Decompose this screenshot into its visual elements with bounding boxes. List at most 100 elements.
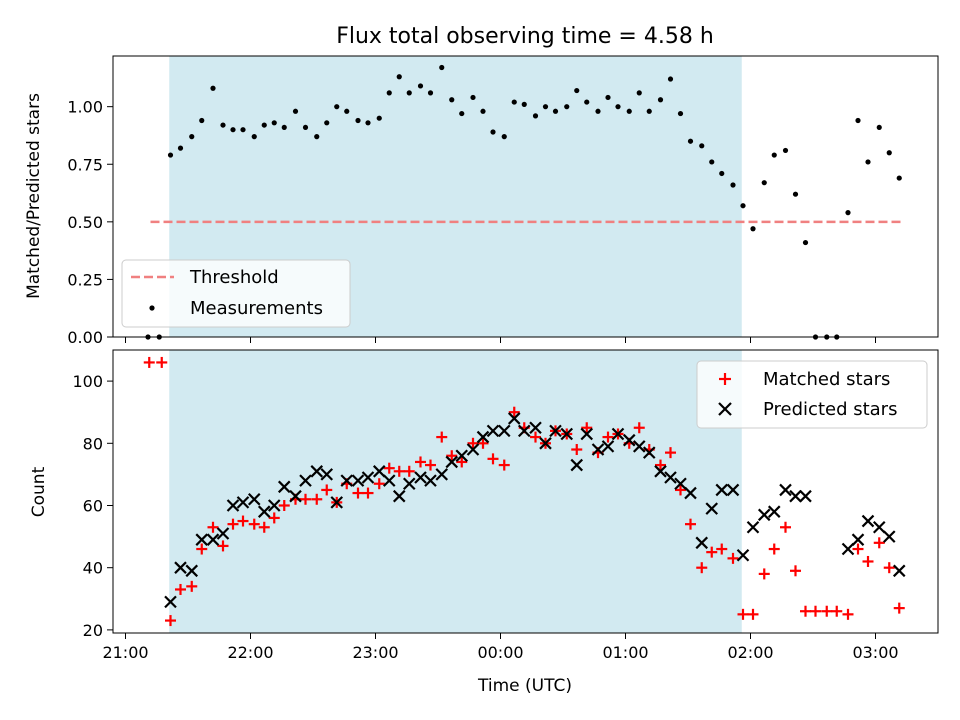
predicted-star-point: [226, 499, 240, 512]
predicted-star-point-b: [726, 483, 740, 497]
x-axis-label: Time (UTC): [477, 676, 572, 696]
predicted-star-point: [570, 458, 584, 472]
bottom-y-axis-label: Count: [29, 466, 49, 517]
matched-star-point: [352, 487, 364, 499]
matched-star-point: [415, 456, 426, 468]
threshold-legend-label: Threshold: [189, 267, 279, 288]
predicted-star-point-b: [746, 520, 760, 534]
matched-star-point: [425, 459, 436, 471]
matched-star-point: [737, 608, 749, 620]
predicted-star-point: [611, 427, 625, 441]
matched-star-point: [196, 543, 208, 555]
measurement-point: [281, 124, 287, 131]
predicted-star-point: [715, 483, 729, 497]
predicted-star-point-b: [361, 471, 375, 484]
predicted-star-point-b: [414, 471, 427, 484]
predicted-star-point: [549, 424, 562, 438]
predicted-star-point-b: [455, 449, 469, 463]
matched-star-point: [362, 487, 374, 499]
measurement-point: [677, 110, 684, 117]
x-tick-label: 02:00: [727, 643, 773, 662]
measurement-point: [782, 147, 789, 154]
top-plot-frame: [112, 55, 939, 338]
y-tick-label: 40: [83, 559, 103, 578]
predicted-legend-label: Predicted stars: [763, 399, 897, 420]
predicted-star-point: [340, 474, 354, 487]
y-tick-label: 0.00: [67, 328, 103, 347]
predicted-star-point-b: [497, 424, 511, 438]
predicted-star-point-b: [736, 548, 750, 562]
predicted-star-point: [601, 440, 615, 453]
matched-star-point: [581, 422, 593, 434]
measurement-point: [667, 76, 674, 82]
predicted-star-point-b: [164, 595, 177, 609]
measurement-point: [324, 120, 330, 126]
matched-star-point: [456, 456, 468, 468]
predicted-star-point-b: [851, 533, 865, 546]
predicted-star-point-b: [892, 564, 906, 578]
predicted-star-point: [195, 533, 209, 546]
predicted-star-point: [779, 483, 792, 497]
measurement-point: [626, 108, 632, 114]
y-tick-label: 0.25: [67, 270, 103, 289]
measurement-point: [855, 117, 861, 124]
matched-star-point: [883, 562, 895, 574]
predicted-star-point: [872, 520, 886, 534]
predicted-star-point-b: [486, 424, 500, 438]
predicted-star-point-b: [767, 505, 781, 518]
x-tick-label: 23:00: [352, 643, 398, 662]
measurement-point: [292, 108, 299, 114]
matched-star-point: [810, 605, 821, 617]
predicted-star-point: [642, 446, 656, 459]
predicted-star-point-b: [549, 424, 562, 438]
measurement-point: [564, 104, 570, 110]
matched-star-point: [768, 543, 780, 555]
predicted-star-point-b: [642, 446, 656, 459]
top-x-ticks: [125, 337, 876, 343]
predicted-star-point-b: [392, 489, 406, 503]
predicted-star-point: [674, 477, 687, 491]
predicted-star-point: [632, 440, 646, 453]
predicted-star-point-b: [351, 474, 365, 487]
predicted-star-point: [445, 455, 459, 469]
predicted-star-point: [486, 424, 500, 438]
predicted-legend-swatch: [718, 402, 732, 416]
measurement-point: [406, 90, 412, 96]
measurement-point: [314, 134, 320, 140]
series-predicted-stars: [164, 412, 906, 609]
measurement-point: [615, 104, 621, 110]
predicted-star-point: [497, 424, 511, 438]
matched-star-point: [217, 540, 229, 552]
predicted-star-point-b: [715, 483, 729, 497]
predicted-star-point-b: [560, 427, 574, 441]
matched-legend-swatch: [719, 373, 731, 385]
measurements-legend-label: Measurements: [190, 298, 323, 319]
matched-star-point: [800, 605, 811, 617]
measurement-point: [552, 108, 559, 114]
top-y-axis-label: Matched/Predicted stars: [24, 93, 44, 299]
predicted-star-point: [372, 465, 386, 478]
predicted-star-point-b: [289, 489, 302, 503]
matched-star-point: [842, 608, 854, 620]
predicted-star-point-b: [247, 492, 261, 506]
matched-star-point: [655, 459, 666, 471]
x-tick-label: 00:00: [477, 643, 523, 662]
matched-star-point: [498, 459, 510, 471]
matched-star-point: [383, 462, 395, 474]
predicted-star-point-b: [330, 496, 344, 509]
matched-legend-label: Matched stars: [763, 369, 890, 390]
measurement-point: [687, 138, 694, 144]
predicted-star-point: [330, 496, 344, 509]
matched-star-point: [821, 605, 833, 617]
predicted-star-point: [320, 468, 334, 481]
predicted-star-point: [746, 520, 760, 534]
top-series-layer: [145, 64, 902, 340]
predicted-star-point-b: [320, 468, 334, 481]
predicted-star-point-b: [664, 471, 677, 484]
predicted-star-point-b: [674, 477, 687, 491]
matched-star-point: [790, 565, 801, 577]
measurement-point: [355, 117, 361, 124]
bottom-x-ticks: 21:00 22:00 23:00 00:00 01:00 02:00 03:00: [102, 633, 899, 662]
predicted-star-point: [424, 474, 437, 487]
predicted-star-point: [216, 527, 230, 540]
